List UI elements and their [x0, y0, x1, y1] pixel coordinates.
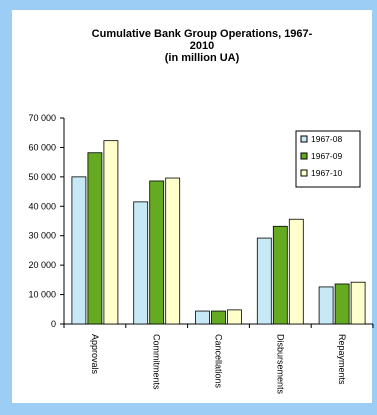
y-tick-label: 60 000: [28, 142, 56, 152]
y-tick-label: 0: [51, 319, 56, 329]
bar-1967-08-commitments: [133, 201, 149, 325]
x-category-label: Cancellations: [214, 334, 224, 389]
y-tick-label: 30 000: [28, 231, 56, 241]
legend-label-1967-09: 1967-09: [311, 151, 342, 161]
chart-title-line-2: 2010: [189, 40, 215, 52]
bar-1967-09-commitments: [149, 180, 165, 325]
bar-1967-10-approvals: [103, 140, 119, 325]
y-tick-label: 50 000: [28, 172, 56, 182]
bar-1967-08-repayments: [318, 286, 334, 325]
bar-1967-10-commitments: [165, 177, 181, 325]
legend-swatch-1967-09: [300, 152, 308, 160]
bar-1967-08-approvals: [71, 176, 87, 325]
chart-title: Cumulative Bank Group Operations, 1967- …: [52, 28, 352, 64]
bar-1967-10-disbursements: [288, 218, 304, 325]
legend-swatch-1967-08: [300, 135, 308, 143]
bar-1967-09-repayments: [334, 283, 350, 325]
bar-1967-09-cancellations: [211, 310, 226, 325]
bar-1967-09-disbursements: [272, 225, 288, 325]
chart-title-line-1: Cumulative Bank Group Operations, 1967-: [91, 28, 313, 40]
x-category-label: Disbursements: [275, 334, 285, 395]
y-tick-label: 40 000: [28, 201, 56, 211]
bar-1967-10-cancellations: [227, 309, 242, 325]
x-category-label: Repayments: [337, 334, 347, 385]
bar-1967-10-repayments: [350, 281, 366, 325]
legend-swatch-1967-10: [300, 169, 308, 177]
y-tick-label: 10 000: [28, 290, 56, 300]
legend-label-1967-08: 1967-08: [311, 134, 342, 144]
bar-1967-08-cancellations: [195, 310, 210, 325]
bar-1967-09-approvals: [87, 152, 103, 325]
bar-1967-08-disbursements: [256, 237, 272, 325]
chart-subtitle: (in million UA): [164, 52, 240, 64]
legend-label-1967-10: 1967-10: [311, 168, 342, 178]
x-category-label: Approvals: [90, 334, 100, 375]
y-tick-label: 70 000: [28, 113, 56, 123]
y-tick-label: 20 000: [28, 260, 56, 270]
x-category-label: Commitments: [152, 334, 162, 390]
